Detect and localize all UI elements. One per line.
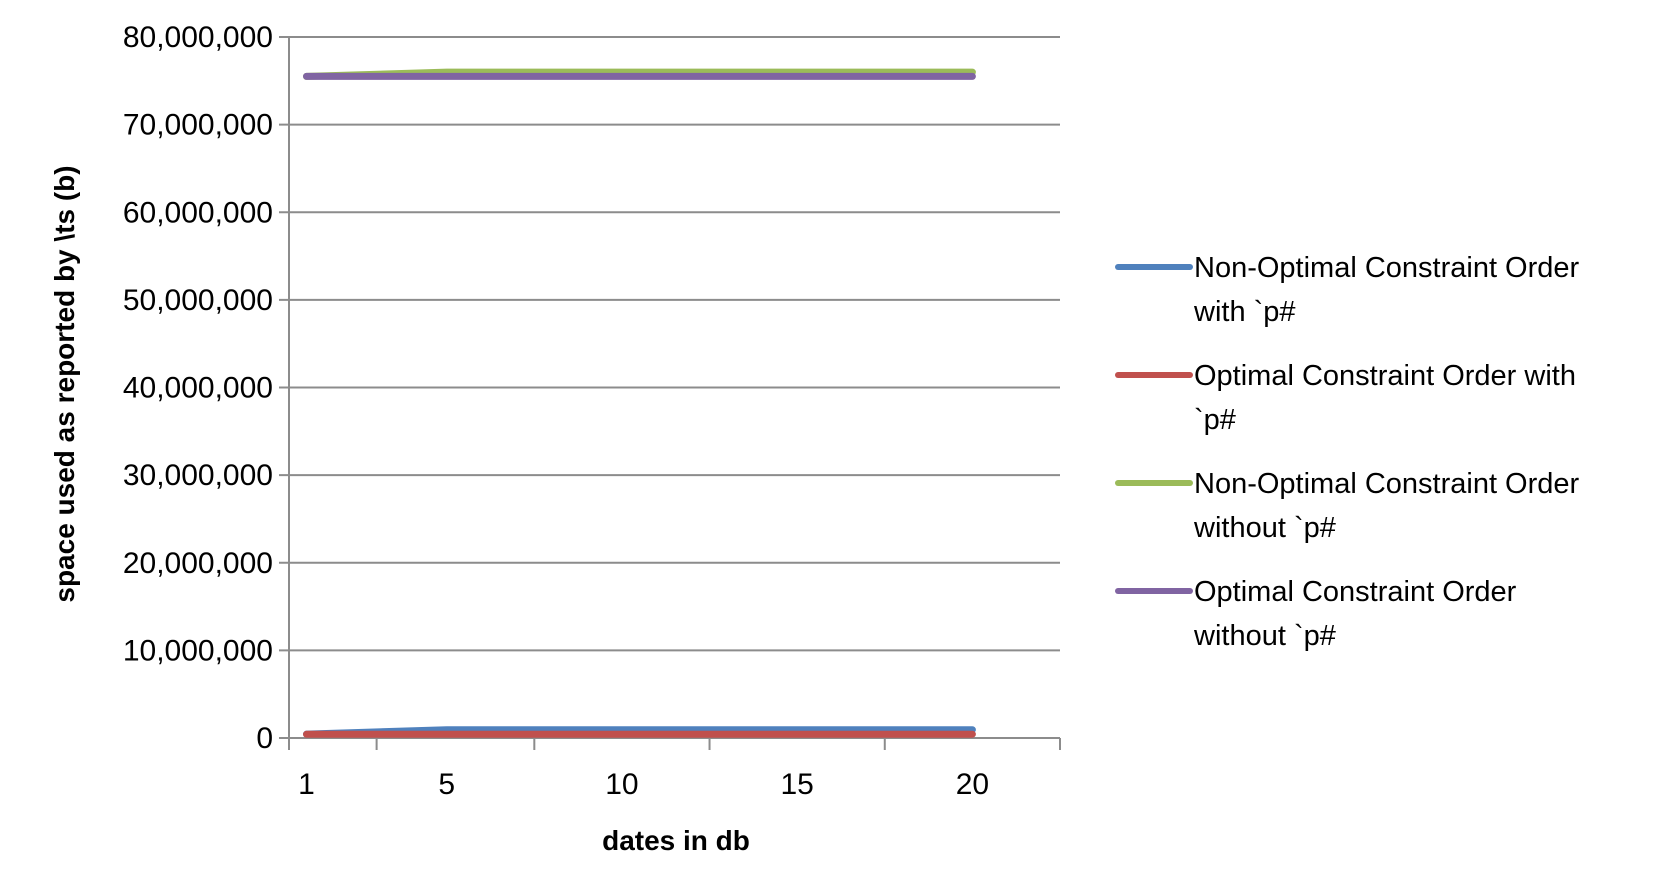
y-tick-label: 60,000,000 — [123, 196, 273, 229]
y-tick-label: 50,000,000 — [123, 284, 273, 317]
x-tick-label: 5 — [438, 768, 455, 801]
legend: Non-Optimal Constraint Order with `p# Opti… — [1115, 252, 1580, 652]
legend-label: Optimal Constraint Order with — [1194, 360, 1576, 392]
legend-label: without `p# — [1193, 512, 1336, 544]
legend-label: Non-Optimal Constraint Order — [1194, 252, 1580, 284]
x-tick-label: 10 — [605, 768, 638, 801]
y-axis-title: space used as reported by \ts (b) — [49, 165, 80, 602]
y-tick-label: 20,000,000 — [123, 547, 273, 580]
y-tick-label: 30,000,000 — [123, 459, 273, 492]
y-tick-label: 0 — [256, 722, 273, 755]
legend-label: `p# — [1194, 404, 1236, 436]
legend-label: Non-Optimal Constraint Order — [1194, 468, 1580, 500]
gridlines — [289, 36, 1060, 652]
x-tick-label: 15 — [780, 768, 813, 801]
x-tick-label: 20 — [956, 768, 989, 801]
axes: 0 10,000,000 20,000,000 30,000,000 40,000,00… — [123, 21, 1061, 801]
legend-label: with `p# — [1193, 296, 1296, 328]
series-lines — [303, 68, 976, 738]
y-tick-label: 70,000,000 — [123, 109, 273, 142]
legend-label: Optimal Constraint Order — [1194, 576, 1517, 608]
y-tick-label: 40,000,000 — [123, 372, 273, 405]
y-tick-label: 10,000,000 — [123, 634, 273, 667]
y-tick-label: 80,000,000 — [123, 21, 273, 54]
x-axis-title: dates in db — [602, 825, 750, 856]
x-tick-label: 1 — [298, 768, 315, 801]
legend-label: without `p# — [1193, 620, 1336, 652]
